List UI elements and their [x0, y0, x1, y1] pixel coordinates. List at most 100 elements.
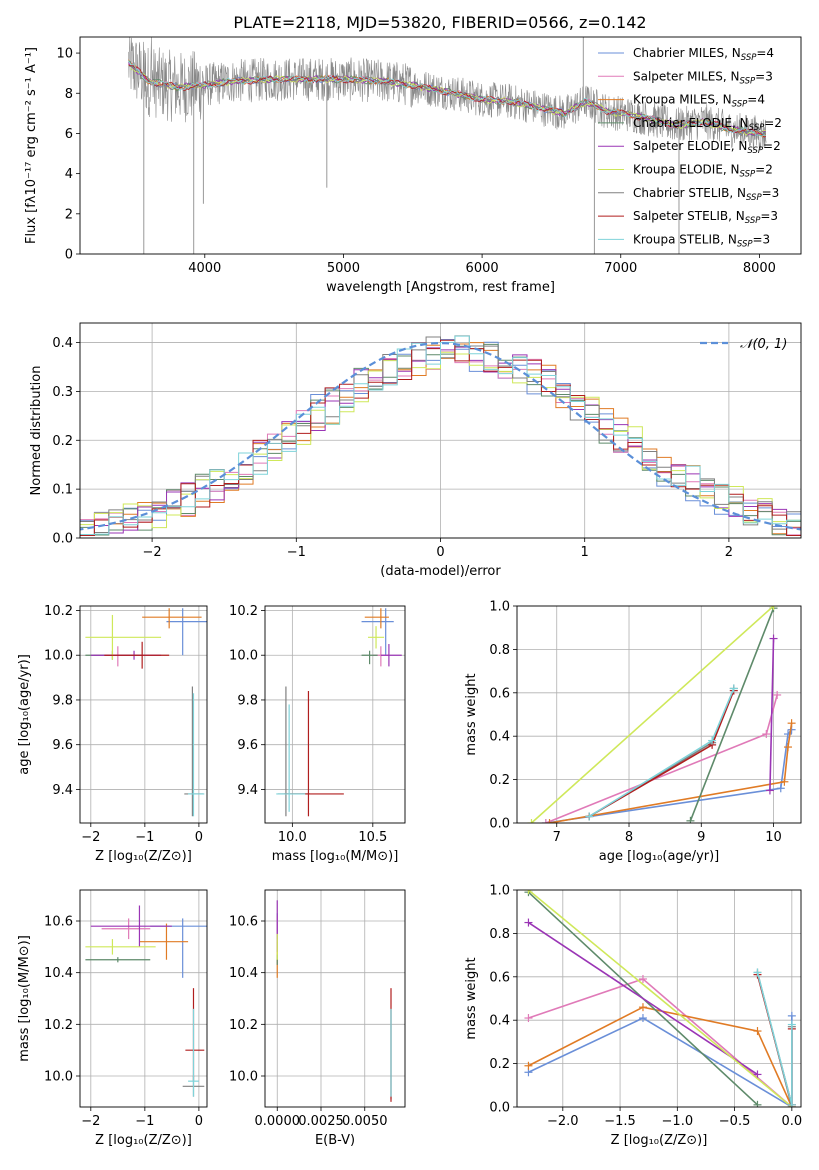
weight-vs-Z-ytick-label: 0.8 [489, 927, 510, 942]
spectrum-xtick-label: 4000 [188, 261, 221, 276]
age-vs-Z-ytick-label: 9.6 [52, 738, 73, 753]
weight-vs-age-ytick-label: 0.8 [489, 643, 510, 658]
weight-vs-Z-frame [516, 889, 802, 1108]
weight-line [769, 638, 775, 791]
mass-vs-Z-xtick-label: −2 [81, 1114, 100, 1129]
mass-vs-ebv-marks [276, 900, 392, 1102]
mass-vs-ebv-xlabel: E(B-V) [315, 1133, 355, 1148]
weight-vs-Z-ytick-label: 0.2 [489, 1057, 510, 1072]
age-vs-Z-ylabel: age [log₁₀(age/yr)] [17, 654, 32, 775]
residuals-xlabel: (data-model)/error [380, 564, 501, 579]
spectrum-model-line [128, 60, 766, 137]
mass-vs-Z-frame [79, 889, 208, 1108]
residual-histogram [80, 335, 801, 536]
spectrum-ytick-label: 6 [65, 127, 73, 142]
weight-vs-Z-xtick-label: 0.0 [781, 1114, 802, 1129]
weight-vs-age-xtick-label: 9 [697, 830, 705, 845]
weight-line [528, 921, 758, 1076]
weight-vs-Z-xtick-label: −1.5 [604, 1114, 636, 1129]
spectrum-xtick-label: 6000 [466, 261, 499, 276]
weight-vs-age-ytick-label: 0.6 [489, 686, 510, 701]
spectrum-xlabel: wavelength [Angstrom, rest frame] [326, 280, 555, 295]
age-vs-mass-ytick-label: 9.4 [237, 783, 258, 798]
mass-vs-ebv-ytick-label: 10.0 [229, 1070, 258, 1085]
residuals-ytick-label: 0.0 [52, 532, 73, 547]
weight-vs-Z-xtick-label: −2.0 [547, 1114, 579, 1129]
weight-vs-age-xlabel: age [log₁₀(age/yr)] [599, 849, 720, 864]
mass-vs-ebv-ytick-label: 10.6 [229, 915, 258, 930]
weight-line [527, 890, 793, 1107]
weight-vs-age-panel: 7 8 9 10 0.0 0.2 0.4 0.6 0.8 1.0 age [log₁₀(age/yr… [464, 600, 802, 864]
mass-vs-Z-xlabel: Z [log₁₀(Z/Z⊙)] [95, 1133, 192, 1148]
legend-label: Salpeter STELIB, NSSP=3 [633, 209, 778, 226]
spectrum-ytick-label: 2 [65, 207, 73, 222]
residuals-xtick-label: −2 [143, 545, 162, 560]
residuals-ytick-label: 0.2 [52, 434, 73, 449]
age-vs-mass-panel: 10.0 10.5 9.4 9.6 9.8 10.0 10.2 mass [log₁₀(M/M… [229, 604, 406, 864]
legend-label: Chabrier MILES, NSSP=4 [633, 46, 774, 63]
weight-vs-Z-ytick-label: 1.0 [489, 884, 510, 899]
age-vs-mass-ytick-label: 10.0 [229, 649, 258, 664]
spectrum-title: PLATE=2118, MJD=53820, FIBERID=0566, z=0… [233, 13, 646, 32]
age-vs-Z-marks [85, 608, 207, 817]
spectrum-model-line [128, 64, 767, 135]
weight-vs-Z-ylabel: mass weight [464, 957, 479, 1039]
residuals-frame [79, 322, 802, 539]
mass-vs-Z-ytick-label: 10.4 [44, 966, 73, 981]
age-vs-Z-xtick-label: 0 [195, 830, 203, 845]
weight-vs-Z-xlabel: Z [log₁₀(Z/Z⊙)] [611, 1133, 708, 1148]
age-vs-Z-ytick-label: 9.4 [52, 783, 73, 798]
spectrum-legend: Chabrier MILES, NSSP=4 Salpeter MILES, NS… [598, 46, 782, 249]
mass-vs-Z-ytick-label: 10.0 [44, 1070, 73, 1085]
spectrum-xtick-label: 7000 [604, 261, 637, 276]
weight-vs-age-ytick-label: 1.0 [489, 600, 510, 615]
weight-vs-age-frame [516, 605, 802, 824]
spectrum-panel: 4000 5000 6000 7000 8000 0 2 4 6 8 10 wavelength [A… [24, 36, 802, 295]
age-vs-mass-ytick-label: 9.6 [237, 738, 258, 753]
mass-vs-Z-ytick-label: 10.2 [44, 1018, 73, 1033]
mass-vs-ebv-frame [264, 889, 406, 1108]
age-vs-Z-xtick-label: −2 [81, 830, 100, 845]
spectrum-ytick-label: 10 [56, 47, 73, 62]
legend-label: Kroupa ELODIE, NSSP=2 [633, 163, 773, 180]
age-vs-mass-xtick-label: 10.5 [358, 830, 387, 845]
weight-vs-age-xtick-label: 10 [765, 830, 782, 845]
age-vs-Z-xlabel: Z [log₁₀(Z/Z⊙)] [95, 849, 192, 864]
weight-vs-Z-panel: −2.0 −1.5 −1.0 −0.5 0.0 0.0 0.2 0.4 0.6 0.8 1.0 Z [… [464, 884, 802, 1149]
spectrum-marks [128, 37, 767, 254]
legend-label: Chabrier ELODIE, NSSP=2 [633, 116, 782, 133]
mass-vs-ebv-xtick-label: 0.0000 [255, 1114, 301, 1129]
residuals-xtick-label: 0 [436, 545, 444, 560]
residuals-panel: −2 −1 0 1 2 0.0 0.1 0.2 0.3 0.4 (data-model)/error… [29, 322, 802, 579]
residuals-xtick-label: −1 [287, 545, 306, 560]
age-vs-Z-ytick-label: 10.2 [44, 604, 73, 619]
age-vs-Z-xtick-label: −1 [135, 830, 154, 845]
weight-vs-age-ytick-label: 0.0 [489, 817, 510, 832]
weight-line [530, 606, 775, 823]
weight-line [528, 1006, 793, 1107]
residuals-ytick-label: 0.4 [52, 336, 73, 351]
mass-vs-Z-xtick-label: 0 [195, 1114, 203, 1129]
legend-label: Kroupa STELIB, NSSP=3 [633, 232, 770, 249]
weight-vs-Z-xtick-label: −0.5 [719, 1114, 751, 1129]
weight-vs-Z-ytick-label: 0.4 [489, 1014, 510, 1029]
residuals-ytick-label: 0.1 [52, 483, 73, 498]
mass-vs-ebv-xtick-label: 0.0050 [342, 1114, 388, 1129]
weight-line [549, 723, 793, 823]
age-vs-Z-ytick-label: 10.0 [44, 649, 73, 664]
legend-label: Kroupa MILES, NSSP=4 [633, 93, 765, 110]
weight-line [689, 607, 775, 822]
weight-vs-Z-ytick-label: 0.0 [489, 1101, 510, 1116]
mass-vs-ebv-ytick-label: 10.2 [229, 1018, 258, 1033]
weight-vs-age-ytick-label: 0.2 [489, 773, 510, 788]
mass-vs-Z-marks [85, 905, 207, 1097]
legend-label: Salpeter ELODIE, NSSP=2 [633, 139, 781, 156]
age-vs-mass-marks [276, 608, 402, 817]
age-vs-Z-frame [79, 605, 208, 824]
weight-vs-age-xtick-label: 8 [625, 830, 633, 845]
weight-vs-age-ytick-label: 0.4 [489, 730, 510, 745]
spectrum-xtick-label: 8000 [743, 261, 776, 276]
